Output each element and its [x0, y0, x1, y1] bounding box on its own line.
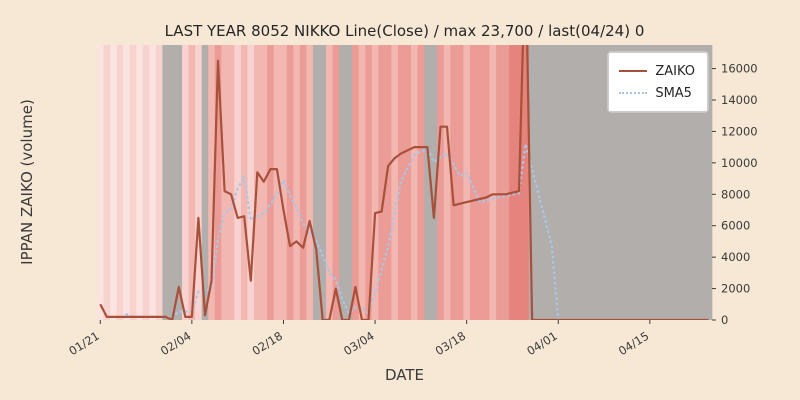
legend-label-zaiko: ZAIKO	[655, 63, 695, 79]
series-lines	[99, 45, 710, 320]
x-tick-labels: 01/21 02/04 02/18 03/04 03/18 04/01 04/15	[66, 320, 651, 358]
svg-text:02/04: 02/04	[158, 329, 194, 358]
svg-text:04/01: 04/01	[524, 329, 560, 358]
legend: ZAIKO SMA5	[608, 52, 708, 112]
svg-text:8000: 8000	[721, 187, 750, 201]
svg-text:04/15: 04/15	[616, 329, 652, 358]
legend-item-zaiko: ZAIKO	[619, 60, 695, 82]
svg-text:16000: 16000	[721, 62, 758, 76]
svg-text:2000: 2000	[721, 282, 750, 296]
chart-title: LAST YEAR 8052 NIKKO Line(Close) / max 2…	[164, 22, 645, 40]
svg-text:10000: 10000	[721, 156, 758, 170]
svg-text:0: 0	[721, 313, 728, 327]
svg-text:03/18: 03/18	[433, 329, 469, 358]
legend-label-sma5: SMA5	[655, 85, 692, 101]
y-tick-labels: 0 2000 4000 6000 8000 10000 12000 14000 16000	[712, 62, 758, 327]
zaiko-line	[99, 45, 709, 320]
svg-text:14000: 14000	[721, 93, 758, 107]
background-bands	[97, 45, 713, 320]
svg-text:4000: 4000	[721, 250, 750, 264]
zaiko-line-sample	[619, 70, 648, 72]
sma5-line-sample	[619, 92, 648, 94]
svg-text:6000: 6000	[721, 219, 750, 233]
svg-text:02/18: 02/18	[250, 329, 286, 358]
svg-text:01/21: 01/21	[66, 329, 102, 358]
sma5-line	[125, 143, 710, 320]
svg-text:03/04: 03/04	[341, 329, 377, 358]
svg-text:12000: 12000	[721, 124, 758, 138]
legend-item-sma5: SMA5	[619, 82, 695, 104]
x-axis-label: DATE	[384, 366, 425, 384]
